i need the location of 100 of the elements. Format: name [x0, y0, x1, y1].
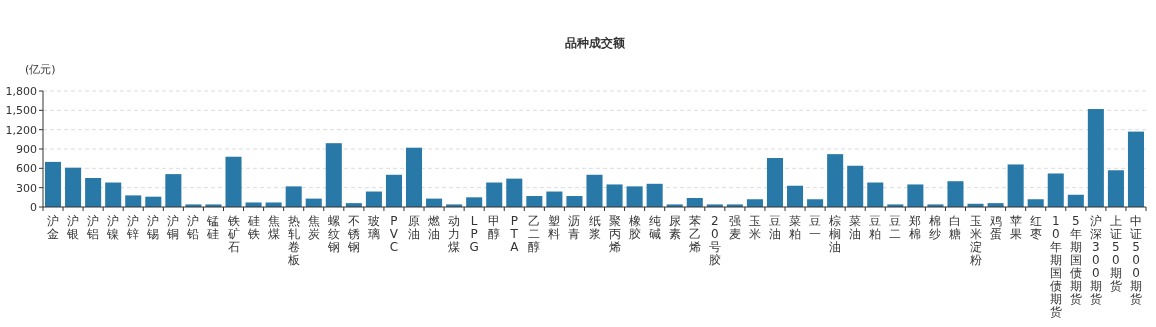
bar	[325, 143, 342, 207]
bar	[1027, 199, 1044, 207]
bar	[1007, 164, 1024, 207]
x-tick-label: 乙二醇	[528, 214, 541, 254]
x-tick-label: 纸浆	[588, 214, 601, 241]
y-axis-title: (亿元)	[25, 63, 56, 76]
x-tick-label: 苯乙烯	[688, 214, 701, 254]
bar	[45, 161, 62, 207]
x-tick-label: 强麦	[728, 214, 741, 241]
bar	[1047, 173, 1064, 207]
y-tick-label: 0	[30, 201, 37, 214]
x-tick-label: 尿素	[668, 214, 681, 241]
bar	[486, 182, 503, 207]
x-tick-label: 玉米淀粉	[969, 214, 982, 267]
bar	[1107, 170, 1124, 207]
bar	[546, 191, 563, 207]
bar	[566, 196, 583, 207]
x-tick-label: 焦煤	[267, 214, 280, 241]
x-tick-label: 动力煤	[448, 214, 461, 254]
x-tick-label: 红枣	[1029, 214, 1042, 241]
bar	[506, 178, 523, 207]
bar	[867, 182, 884, 207]
x-tick-label: 螺纹钢	[326, 214, 340, 254]
x-tick-label: 沪铜	[166, 214, 180, 241]
bar	[526, 196, 543, 207]
x-tick-label: 沪金	[47, 214, 60, 241]
bar	[766, 158, 784, 207]
bar	[1067, 194, 1084, 207]
x-tick-label: 20号胶	[708, 214, 721, 267]
x-tick-label: 甲醇	[488, 214, 501, 241]
x-tick-label: 5年期国债期货	[1069, 214, 1082, 306]
x-tick-label: 橡胶	[628, 214, 641, 241]
bar	[285, 186, 302, 207]
x-tick-label: 热轧卷板	[286, 214, 300, 267]
x-tick-label: 原油	[408, 214, 421, 241]
bar	[626, 186, 643, 207]
y-tick-label: 1,800	[5, 85, 37, 98]
x-tick-label: 郑棉	[909, 214, 922, 241]
bar	[65, 167, 82, 207]
x-tick-label: 铁矿石	[226, 214, 240, 254]
bar	[646, 183, 663, 207]
y-tick-label: 900	[16, 143, 37, 156]
x-tick-label: 玻璃	[367, 214, 380, 241]
x-tick-label: 燃油	[428, 214, 441, 241]
x-tick-label: 沪银	[66, 214, 80, 241]
x-tick-label: 沪镍	[106, 214, 120, 241]
bar	[165, 174, 182, 207]
bar	[787, 185, 804, 207]
x-tick-label: 硅铁	[246, 214, 260, 241]
bar	[85, 178, 102, 207]
x-tick-label: 沪铅	[186, 214, 200, 241]
x-tick-label: 棕榈油	[829, 214, 842, 254]
x-tick-label: 不锈钢	[346, 214, 360, 254]
x-tick-label: LPG	[469, 214, 479, 254]
x-tick-label: 棉纱	[929, 214, 942, 241]
x-tick-label: 苹果	[1009, 214, 1022, 241]
y-tick-label: 1,500	[5, 104, 37, 118]
y-tick-label: 600	[16, 162, 37, 176]
x-tick-label: 沪锌	[126, 214, 140, 241]
bar	[466, 197, 483, 207]
x-tick-label: 锰硅	[206, 214, 220, 241]
x-tick-label: 菜油	[849, 214, 862, 241]
bar	[947, 181, 964, 207]
x-tick-label: 白糖	[949, 214, 962, 241]
x-tick-label: 玉米	[748, 214, 761, 241]
x-tick-label: 豆二	[889, 214, 902, 241]
x-tick-label: 沪铝	[86, 214, 100, 241]
x-tick-label: 沪锡	[146, 214, 160, 241]
x-tick-label: 菜粕	[789, 214, 802, 241]
bar	[385, 174, 402, 207]
x-tick-label: 豆油	[768, 214, 781, 241]
bar	[1127, 131, 1144, 207]
x-tick-label: 沪深300期货	[1089, 214, 1102, 306]
x-tick-label: 鸡蛋	[988, 214, 1002, 241]
x-tick-label: PTA	[509, 214, 520, 254]
x-tick-label: 豆一	[809, 214, 822, 241]
bar	[847, 165, 864, 207]
chart-title: 品种成交额	[564, 36, 626, 50]
bar	[746, 199, 763, 207]
x-tick-label: 中证500期货	[1129, 214, 1142, 306]
x-tick-label: 沥青	[568, 214, 581, 241]
bar	[807, 199, 824, 207]
x-tick-label: PVC	[389, 214, 399, 254]
x-tick-label: 10年期国债期货	[1049, 214, 1062, 319]
x-tick-label: 上证50期货	[1109, 214, 1122, 293]
x-tick-label: 纯碱	[648, 214, 661, 241]
bar	[907, 184, 924, 207]
x-tick-label: 焦炭	[307, 214, 320, 241]
x-tick-label: 塑料	[548, 214, 561, 241]
bar	[365, 191, 382, 207]
bar	[405, 147, 423, 207]
x-tick-label: 豆粕	[869, 214, 882, 241]
bar	[606, 184, 623, 207]
bar	[105, 182, 122, 207]
bar	[586, 174, 603, 207]
y-tick-label: 1,200	[5, 123, 37, 137]
bar	[225, 156, 242, 207]
bar	[125, 195, 142, 207]
bar	[1087, 109, 1104, 207]
y-tick-label: 300	[16, 181, 37, 195]
